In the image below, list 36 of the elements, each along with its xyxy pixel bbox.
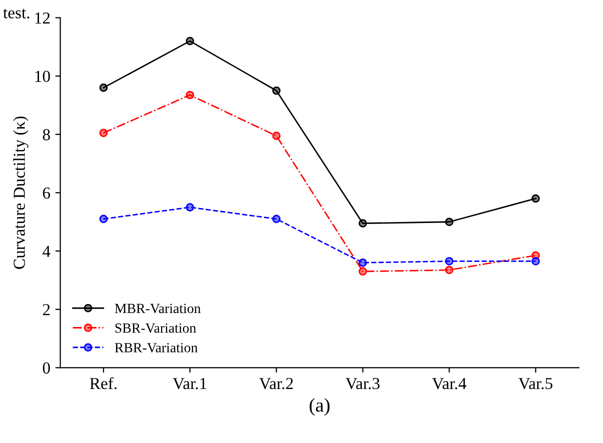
legend-label: MBR-Variation: [114, 304, 201, 314]
point: [358, 267, 367, 276]
text: test.: [3, 8, 30, 18]
point: [532, 257, 540, 266]
point: [445, 257, 454, 266]
point: [358, 219, 367, 228]
point: [445, 218, 454, 226]
x-tick-label: Var.3: [346, 378, 380, 390]
point: [445, 266, 454, 274]
y-tick-label: 0: [42, 362, 50, 374]
point: [186, 90, 194, 100]
point: [358, 258, 367, 267]
legend-label: SBR-Variation: [115, 323, 196, 333]
y-tick-label: 8: [42, 129, 50, 140]
y-tick-label: 4: [42, 246, 50, 257]
x-tick-label: Ref.: [90, 377, 117, 390]
point: [532, 194, 540, 203]
point: [272, 86, 281, 95]
y-axis-title: Curvature Ductility (κ): [13, 116, 28, 269]
point: [99, 214, 108, 224]
legend-label: RBR-Variation: [114, 343, 198, 352]
y-tick-label: 12: [35, 12, 50, 24]
x-axis-title: (a): [310, 398, 330, 416]
y-tick-label: 2: [42, 304, 50, 316]
y-tick-label: 6: [42, 187, 50, 199]
point: [99, 128, 108, 138]
point: [272, 214, 281, 224]
point: [186, 36, 194, 46]
x-tick-label: Var.1: [172, 378, 206, 390]
point: [272, 132, 281, 140]
point: [186, 203, 194, 212]
x-tick-label: Var.4: [432, 378, 466, 390]
x-tick-label: Var.5: [518, 378, 552, 390]
y-tick-label: 10: [35, 70, 50, 82]
x-tick-label: Var.2: [259, 378, 293, 390]
point: [99, 84, 108, 92]
